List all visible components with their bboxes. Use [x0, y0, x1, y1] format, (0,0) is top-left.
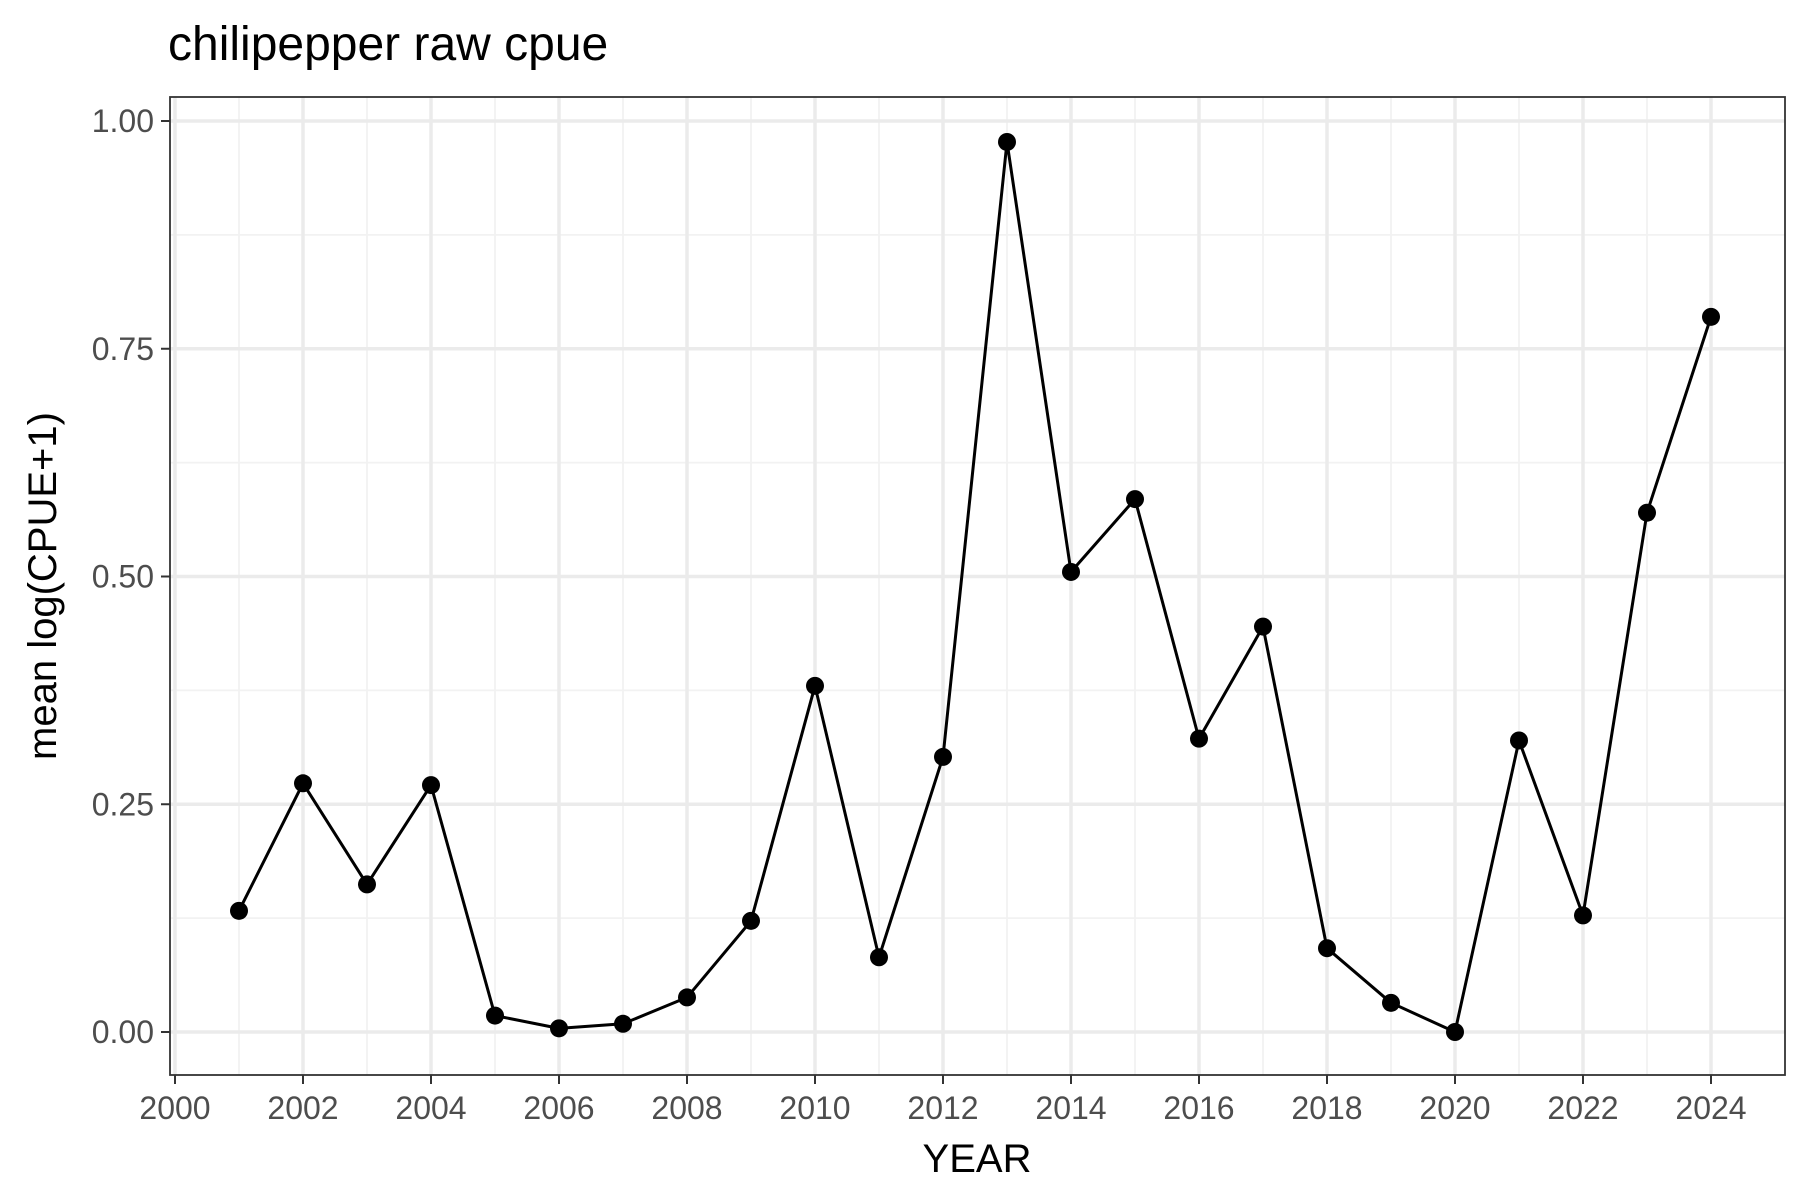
minor-gridlines — [170, 97, 1785, 1075]
major-gridlines — [170, 97, 1785, 1075]
x-tick-label: 2006 — [523, 1090, 594, 1126]
y-tick-label: 1.00 — [92, 103, 154, 139]
y-axis-title: mean log(CPUE+1) — [21, 412, 65, 760]
data-point-2018 — [1318, 939, 1336, 958]
data-point-2002 — [294, 774, 312, 793]
data-point-2021 — [1510, 731, 1528, 750]
data-point-2001 — [230, 901, 248, 920]
data-point-2022 — [1574, 906, 1592, 925]
series-line — [237, 140, 1713, 1034]
x-tick-label: 2014 — [1035, 1090, 1106, 1126]
data-point-2004 — [422, 776, 440, 795]
x-tick-label: 2004 — [395, 1090, 466, 1126]
data-point-2006 — [550, 1019, 568, 1038]
data-point-2008 — [678, 988, 696, 1007]
x-tick-label: 2018 — [1291, 1090, 1362, 1126]
data-point-2011 — [870, 948, 888, 967]
data-point-2015 — [1126, 490, 1144, 509]
series-layer — [230, 132, 1720, 1041]
data-point-2024 — [1702, 307, 1720, 326]
y-tick-label: 0.50 — [92, 559, 154, 595]
plot-panel-border — [169, 96, 1786, 1076]
x-tick-label: 2024 — [1675, 1090, 1746, 1126]
x-axis-title: YEAR — [923, 1137, 1032, 1181]
x-tick-label: 2022 — [1547, 1090, 1618, 1126]
x-tick-label: 2012 — [907, 1090, 978, 1126]
data-point-2013 — [998, 132, 1016, 151]
data-point-2016 — [1190, 729, 1208, 748]
data-point-2020 — [1446, 1023, 1464, 1041]
y-tick-label: 0.25 — [92, 786, 154, 822]
data-point-2017 — [1254, 617, 1272, 636]
data-point-2005 — [486, 1006, 504, 1025]
x-axis: 2000 2002 2004 2006 2008 2010 2012 2014 2016 2018… — [139, 1075, 1747, 1126]
x-tick-label: 2000 — [139, 1090, 210, 1126]
x-tick-label: 2020 — [1419, 1090, 1490, 1126]
data-point-2023 — [1638, 503, 1656, 522]
data-point-2007 — [614, 1014, 632, 1033]
x-tick-label: 2008 — [651, 1090, 722, 1126]
data-point-2003 — [358, 875, 376, 894]
y-axis: 0.00 0.25 0.50 0.75 1.00 — [92, 103, 170, 1050]
y-tick-label: 0.00 — [92, 1014, 154, 1050]
data-point-2014 — [1062, 562, 1080, 581]
data-point-2019 — [1382, 993, 1400, 1012]
x-tick-label: 2002 — [267, 1090, 338, 1126]
data-point-2009 — [742, 911, 760, 930]
data-point-2012 — [934, 747, 952, 766]
chart-title: chilipepper raw cpue — [168, 18, 608, 71]
x-tick-label: 2016 — [1163, 1090, 1234, 1126]
data-point-2010 — [806, 676, 824, 695]
y-tick-label: 0.75 — [92, 331, 154, 367]
x-tick-label: 2010 — [779, 1090, 850, 1126]
